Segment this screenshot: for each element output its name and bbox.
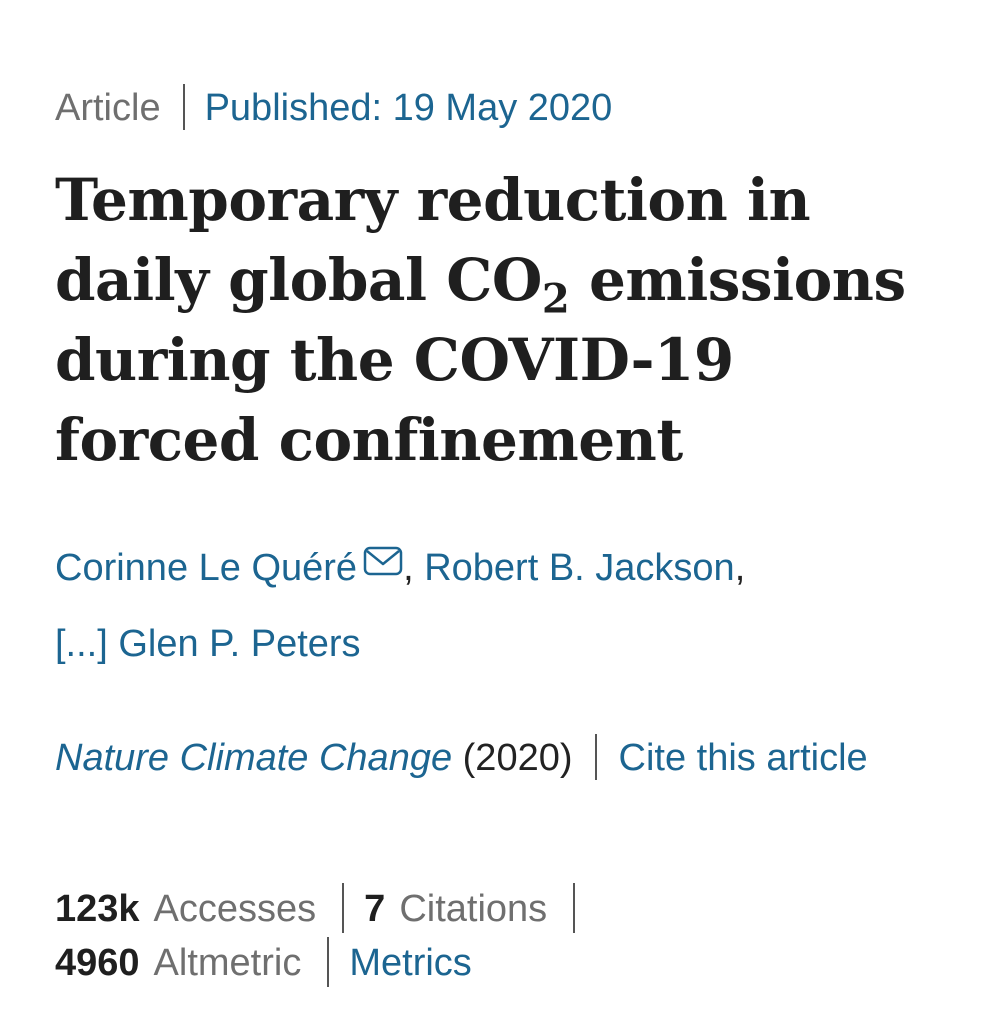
author-separator: , [734,547,746,589]
author-list: Corinne Le Quéré , Robert B. Jackson, [.… [55,530,955,682]
metrics-row-2: 4960 Altmetric Metrics [55,936,595,990]
metrics-link[interactable]: Metrics [349,942,472,984]
accesses-count: 123k [55,888,140,930]
accesses-label: Accesses [153,888,317,930]
journal-divider [594,734,597,780]
author-le-quere[interactable]: Corinne Le Quéré [55,547,358,589]
journal-citation: Nature Climate Change (2020) Cite this ar… [55,720,955,796]
citations-label: Citations [399,888,548,930]
publication-year: (2020) [452,737,573,779]
meta-divider [182,84,185,130]
metrics-divider [342,883,345,933]
title-subscript: 2 [541,275,570,323]
title-part-2: emissions during the COVID-19 forced con… [55,246,906,474]
metrics-divider [573,883,576,933]
author-separator: , [403,547,414,589]
altmetric-label: Altmetric [153,942,302,984]
expand-authors-link[interactable]: [...] Glen P. Peters [55,623,361,665]
author-jackson[interactable]: Robert B. Jackson [424,547,735,589]
published-date: Published: 19 May 2020 [204,87,613,129]
altmetric-score: 4960 [55,942,140,984]
article-title: Temporary reduction in daily global CO2 … [55,160,955,480]
citations-count: 7 [364,888,386,930]
journal-name[interactable]: Nature Climate Change [55,737,453,779]
metrics-row-1: 123k Accesses 7 Citations [55,882,595,936]
title-part-1: Temporary reduction in daily global CO [55,166,811,314]
metrics-divider [327,937,330,987]
article-meta: Article Published: 19 May 2020 [55,84,612,131]
cite-article-link[interactable]: Cite this article [618,737,868,779]
article-type: Article [55,87,161,129]
article-metrics: 123k Accesses 7 Citations 4960 Altmetric Metr… [55,882,595,990]
envelope-icon[interactable] [363,546,403,576]
